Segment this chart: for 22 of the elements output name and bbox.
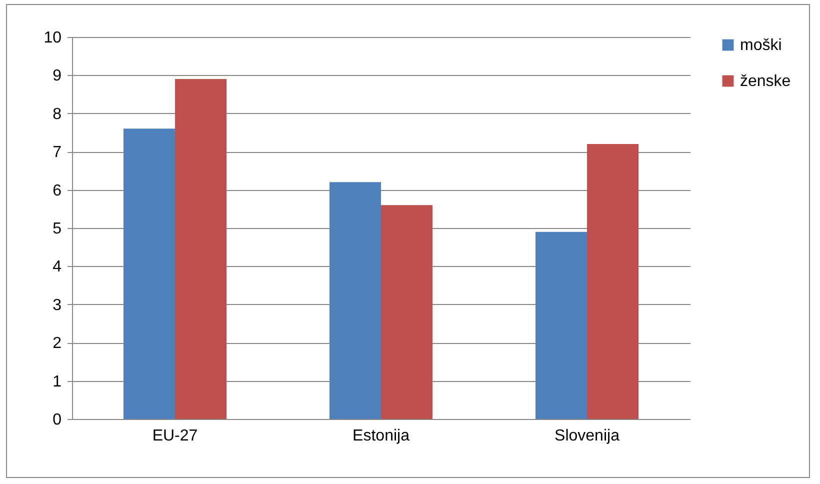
bar [124,128,175,419]
legend-label: ženske [740,73,791,90]
y-tick-label: 3 [52,296,62,314]
y-tick-label: 2 [52,335,62,352]
y-tick-label: 5 [52,220,62,238]
bar [381,205,432,419]
y-tick-label: 0 [52,412,62,428]
y-tick-label: 9 [52,68,62,85]
y-tick-label: 4 [52,258,62,276]
bar [175,79,226,419]
x-tick-label: Slovenija [554,428,620,444]
y-tick-label: 6 [52,182,62,200]
bar [587,144,638,419]
bar [330,182,381,419]
x-tick-label: EU-27 [152,428,198,444]
y-tick-label: 10 [44,30,62,46]
y-tick-label: 7 [52,144,62,162]
x-tick-label: Estonija [352,428,410,444]
bar [536,232,587,419]
y-tick-label: 1 [52,373,62,390]
legend-label: moški [740,37,782,54]
y-tick-label: 8 [52,106,62,123]
